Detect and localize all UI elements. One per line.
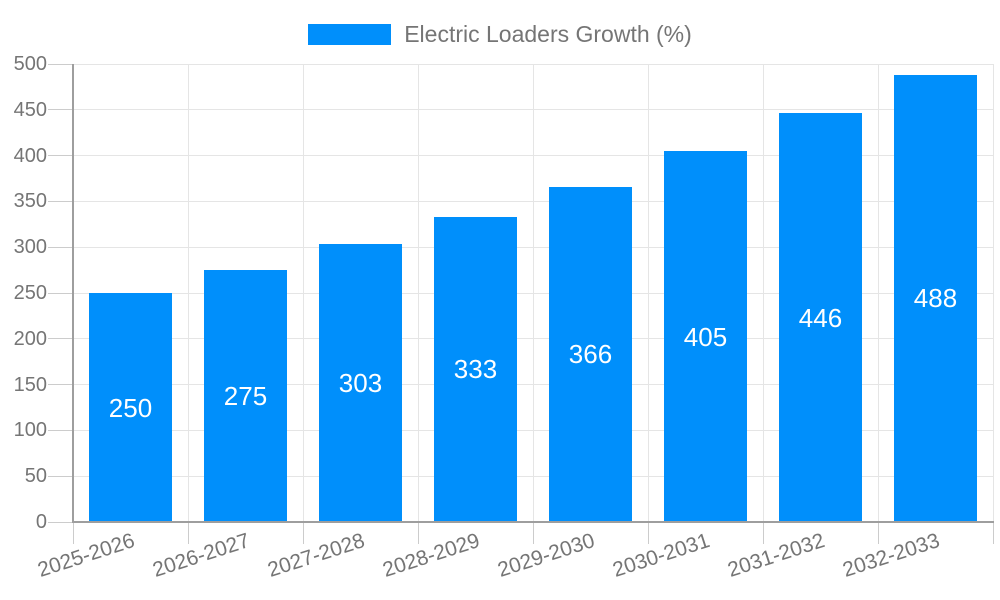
y-axis-tick-label: 350: [13, 190, 47, 213]
bar-value-label: 405: [683, 321, 728, 352]
y-tick-mark: [48, 338, 73, 340]
bar-value-label: 333: [453, 354, 498, 385]
bar[interactable]: [434, 216, 517, 522]
x-axis-label: 2026-2027: [149, 529, 253, 582]
x-gridline: [762, 64, 764, 522]
y-axis-tick-label: 0: [35, 511, 47, 533]
bar[interactable]: [894, 74, 977, 522]
x-axis-label: 2030-2031: [609, 529, 713, 582]
x-axis-label: 2028-2029: [379, 529, 483, 582]
y-tick-mark: [48, 292, 73, 294]
x-gridline: [532, 64, 534, 522]
y-axis-tick-label: 300: [13, 236, 47, 259]
x-tick-mark: [417, 522, 419, 544]
bar-value-label: 446: [798, 302, 843, 333]
y-tick-mark: [48, 200, 73, 202]
bar[interactable]: [779, 113, 862, 522]
y-axis-tick-label: 250: [13, 282, 47, 304]
bar[interactable]: [89, 293, 172, 522]
bar-value-label: 366: [568, 339, 613, 370]
bar-value-label: 275: [223, 381, 268, 412]
plot-area: 0 50 100 150 200 250 300 350 400 450 500 250 275 303 3…: [14, 53, 994, 544]
x-axis-line: [72, 521, 994, 523]
y-axis-tick-label: 200: [13, 327, 47, 350]
bar[interactable]: [319, 244, 402, 522]
bar[interactable]: [664, 151, 747, 522]
x-tick-mark: [877, 522, 879, 544]
legend-swatch-icon: [308, 23, 392, 45]
y-axis-tick-label: 500: [13, 53, 47, 75]
x-axis-label: 2025-2026: [34, 529, 138, 582]
x-tick-mark: [992, 522, 994, 544]
y-tick-mark: [48, 109, 73, 111]
y-tick-mark: [48, 246, 73, 248]
y-tick-mark: [48, 384, 73, 386]
x-gridline: [417, 64, 419, 522]
x-axis-label: 2027-2028: [264, 529, 368, 582]
legend-item[interactable]: Electric Loaders Growth (%): [308, 21, 692, 47]
x-tick-mark: [532, 522, 534, 544]
bar[interactable]: [204, 270, 287, 522]
x-gridline: [877, 64, 879, 522]
x-gridline: [302, 64, 304, 522]
x-tick-mark: [72, 522, 74, 544]
bar[interactable]: [549, 186, 632, 522]
y-axis-tick-label: 400: [13, 144, 47, 167]
legend: Electric Loaders Growth (%): [0, 21, 1000, 47]
x-gridline: [647, 64, 649, 522]
x-gridline: [992, 64, 994, 522]
x-tick-mark: [187, 522, 189, 544]
y-axis-tick-label: 450: [13, 98, 47, 121]
y-axis-line: [72, 64, 74, 523]
x-axis-label: 2032-2033: [839, 529, 943, 582]
x-tick-mark: [302, 522, 304, 544]
x-axis-label: 2031-2032: [724, 529, 828, 582]
x-tick-mark: [647, 522, 649, 544]
y-axis-tick-label: 50: [24, 465, 47, 488]
y-axis-tick-label: 150: [13, 373, 47, 396]
y-tick-mark: [48, 63, 73, 65]
x-axis-label: 2029-2030: [494, 529, 598, 582]
x-gridline: [187, 64, 189, 522]
bar-value-label: 488: [913, 283, 958, 314]
bar-value-label: 250: [108, 392, 153, 423]
y-tick-mark: [48, 429, 73, 431]
x-tick-mark: [762, 522, 764, 544]
bar-value-label: 303: [338, 368, 383, 399]
y-tick-mark: [48, 521, 73, 523]
legend-label: Electric Loaders Growth (%): [404, 21, 692, 47]
y-axis-tick-label: 100: [13, 419, 47, 442]
y-tick-mark: [48, 475, 73, 477]
y-tick-mark: [48, 155, 73, 157]
